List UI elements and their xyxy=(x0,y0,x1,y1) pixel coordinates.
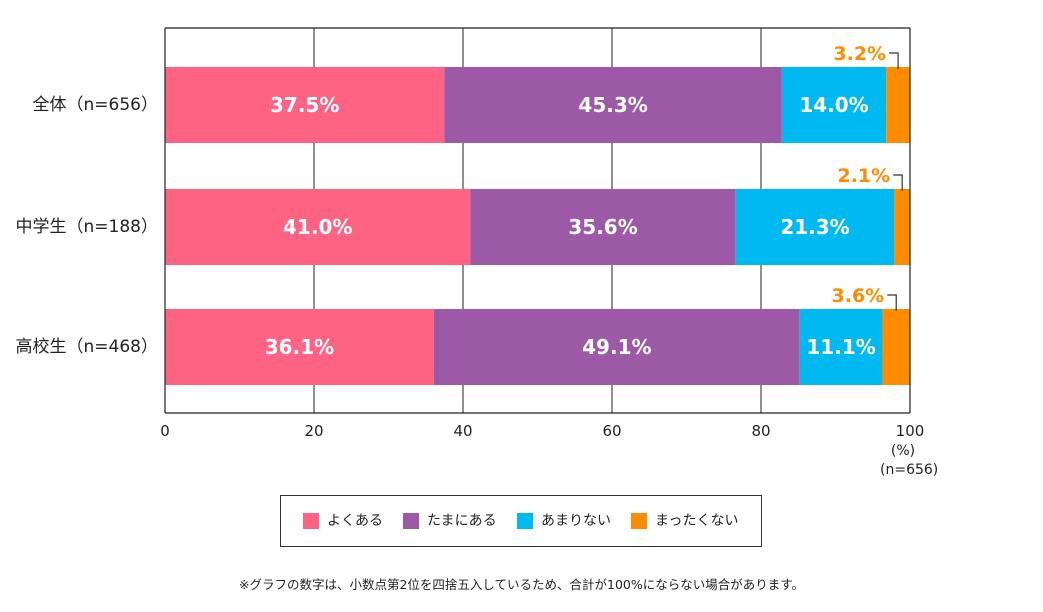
data-label: 45.3% xyxy=(578,93,647,117)
callout-label: 3.6% xyxy=(832,285,885,307)
bar-segment xyxy=(886,67,910,143)
data-label: 49.1% xyxy=(582,335,651,359)
bar-segment xyxy=(781,67,887,143)
bars: 37.5% 45.3% 14.0% 3.2% 41.0% 35.6% 21.3% 2.1% 36… xyxy=(165,43,910,385)
data-label: 11.1% xyxy=(806,335,875,359)
data-label: 35.6% xyxy=(568,215,637,239)
legend-label: よくある xyxy=(327,513,383,529)
x-tick-label: 20 xyxy=(304,422,324,440)
bar-segment xyxy=(470,189,736,265)
bar-segment xyxy=(882,309,910,385)
x-tick-label: 0 xyxy=(160,422,170,440)
legend: よくある たまにある あまりない まったくない xyxy=(280,495,762,547)
x-tick-label: 40 xyxy=(453,422,473,440)
bar-segment xyxy=(444,67,782,143)
bar-segment xyxy=(433,309,800,385)
legend-swatch xyxy=(517,513,533,529)
data-label: 37.5% xyxy=(270,93,339,117)
bar-segment xyxy=(894,189,910,265)
legend-label: たまにある xyxy=(427,513,497,529)
legend-label: まったくない xyxy=(655,513,739,529)
data-label: 14.0% xyxy=(799,93,868,117)
x-axis-unit-label: (%) xyxy=(890,443,916,459)
callout-label: 2.1% xyxy=(837,165,890,187)
x-tick-label: 80 xyxy=(751,422,771,440)
x-tick-label: 100 xyxy=(895,422,925,440)
bar-segment xyxy=(735,189,895,265)
callout-leader-line xyxy=(887,294,897,311)
legend-swatch xyxy=(303,513,319,529)
data-label: 41.0% xyxy=(283,215,352,239)
data-label: 21.3% xyxy=(780,215,849,239)
x-tick-label: 60 xyxy=(602,422,622,440)
callout-label: 3.2% xyxy=(833,43,886,65)
sample-size-note: (n=656) xyxy=(880,462,939,478)
bar-segment xyxy=(165,189,471,265)
callout-leader-line xyxy=(893,174,903,191)
bar-segment xyxy=(799,309,883,385)
data-label: 36.1% xyxy=(265,335,334,359)
legend-swatch xyxy=(403,513,419,529)
bar-segment xyxy=(165,67,445,143)
axes xyxy=(164,27,911,414)
legend-swatch xyxy=(631,513,647,529)
legend-label: あまりない xyxy=(541,513,611,529)
callout-leader-line xyxy=(889,52,899,69)
category-label: 全体（n=656） xyxy=(32,95,158,115)
category-label: 高校生（n=468） xyxy=(15,337,158,357)
bar-segment xyxy=(165,309,434,385)
footnote: ※グラフの数字は、小数点第2位を四捨五入しているため、合計が100%にならない場… xyxy=(238,577,805,592)
category-label: 中学生（n=188） xyxy=(15,217,158,237)
